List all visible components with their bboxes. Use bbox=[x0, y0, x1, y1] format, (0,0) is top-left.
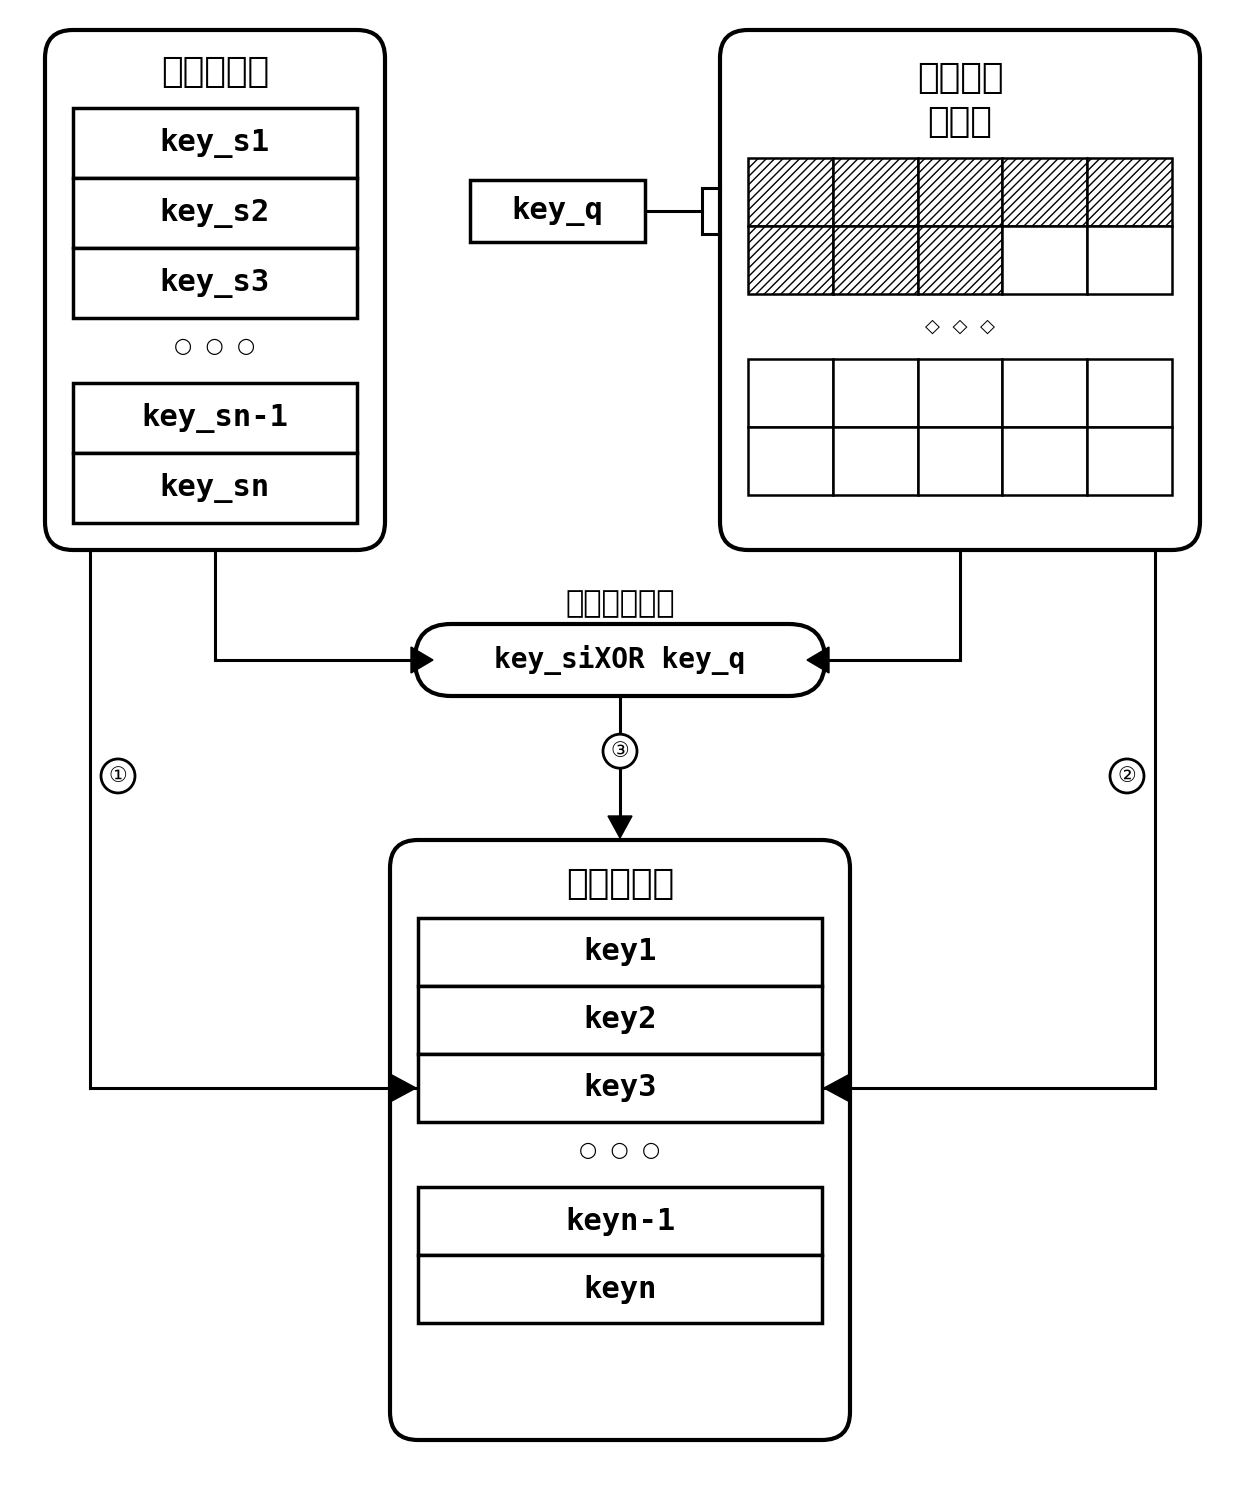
Text: keyn: keyn bbox=[583, 1275, 657, 1303]
Bar bbox=[748, 358, 833, 427]
Text: 预定运算模式: 预定运算模式 bbox=[565, 590, 675, 618]
Text: key_siXOR key_q: key_siXOR key_q bbox=[495, 645, 745, 675]
Bar bbox=[918, 225, 1002, 294]
Bar bbox=[418, 1054, 822, 1123]
Bar bbox=[748, 158, 833, 225]
Bar bbox=[833, 358, 918, 427]
Bar bbox=[418, 1187, 822, 1256]
Bar bbox=[73, 384, 357, 452]
Bar bbox=[1002, 427, 1087, 496]
Bar bbox=[1087, 358, 1172, 427]
Bar bbox=[73, 107, 357, 178]
Bar bbox=[748, 225, 833, 294]
Bar bbox=[1087, 225, 1172, 294]
Text: key_s2: key_s2 bbox=[160, 199, 270, 228]
Text: keyn-1: keyn-1 bbox=[565, 1206, 675, 1236]
Text: 储存表: 储存表 bbox=[928, 105, 992, 139]
Bar bbox=[73, 248, 357, 318]
Bar bbox=[1087, 427, 1172, 496]
FancyBboxPatch shape bbox=[720, 30, 1200, 549]
Text: key_s1: key_s1 bbox=[160, 128, 270, 158]
Circle shape bbox=[100, 758, 135, 793]
Text: ①: ① bbox=[109, 766, 128, 785]
Polygon shape bbox=[391, 1073, 415, 1102]
Bar bbox=[470, 181, 645, 242]
Text: 经典密鑰表: 经典密鑰表 bbox=[161, 55, 269, 90]
Text: ②: ② bbox=[1117, 766, 1136, 785]
Text: key_s3: key_s3 bbox=[160, 269, 270, 299]
Bar bbox=[418, 985, 822, 1054]
Text: key_q: key_q bbox=[512, 196, 604, 225]
Text: key2: key2 bbox=[583, 1005, 657, 1035]
Bar bbox=[73, 178, 357, 248]
Bar bbox=[918, 427, 1002, 496]
Bar bbox=[833, 158, 918, 225]
Text: ○  ○  ○: ○ ○ ○ bbox=[175, 336, 255, 355]
Text: 量子密鑰: 量子密鑰 bbox=[916, 61, 1003, 96]
Polygon shape bbox=[825, 1073, 849, 1102]
Bar bbox=[73, 452, 357, 523]
Text: 最终密鑰表: 最终密鑰表 bbox=[565, 867, 675, 900]
Circle shape bbox=[1110, 758, 1145, 793]
Text: key3: key3 bbox=[583, 1073, 657, 1102]
FancyBboxPatch shape bbox=[45, 30, 384, 549]
Bar bbox=[1002, 358, 1087, 427]
Bar bbox=[918, 158, 1002, 225]
Bar bbox=[418, 918, 822, 985]
Bar bbox=[918, 358, 1002, 427]
Polygon shape bbox=[608, 817, 632, 838]
Text: ③: ③ bbox=[610, 741, 630, 761]
Bar bbox=[833, 427, 918, 496]
Bar bbox=[1002, 225, 1087, 294]
Bar bbox=[833, 225, 918, 294]
Polygon shape bbox=[410, 646, 433, 673]
Text: key1: key1 bbox=[583, 938, 657, 966]
FancyBboxPatch shape bbox=[415, 624, 825, 696]
Bar bbox=[418, 1256, 822, 1323]
FancyBboxPatch shape bbox=[391, 841, 849, 1441]
Text: ◇  ◇  ◇: ◇ ◇ ◇ bbox=[925, 317, 994, 336]
Polygon shape bbox=[807, 646, 830, 673]
Text: ○  ○  ○: ○ ○ ○ bbox=[579, 1141, 661, 1160]
Bar bbox=[1002, 158, 1087, 225]
Text: key_sn: key_sn bbox=[160, 473, 270, 503]
Text: key_sn-1: key_sn-1 bbox=[141, 403, 289, 433]
Circle shape bbox=[603, 735, 637, 769]
Bar bbox=[748, 427, 833, 496]
Bar bbox=[1087, 158, 1172, 225]
